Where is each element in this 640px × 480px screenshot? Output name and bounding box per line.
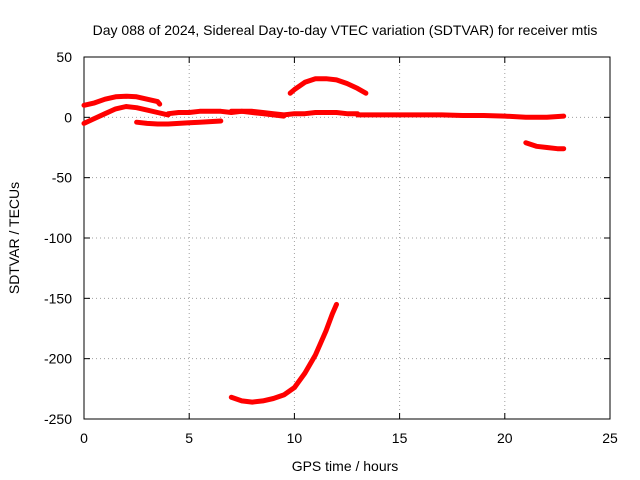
chart-title: Day 088 of 2024, Sidereal Day-to-day VTE… bbox=[93, 22, 598, 38]
series-line-trace-7 bbox=[228, 301, 339, 405]
y-tick-label: 50 bbox=[56, 49, 72, 65]
y-tick-label: -200 bbox=[44, 351, 72, 367]
x-axis-label: GPS time / hours bbox=[292, 458, 399, 474]
series-line-trace-5 bbox=[228, 108, 360, 118]
y-tick-labels: 50 0 -50 -100 -150 -200 -250 bbox=[44, 49, 72, 427]
x-tick-labels: 0 5 10 15 20 25 bbox=[80, 430, 618, 446]
axis-ticks bbox=[83, 56, 611, 420]
x-tick-label: 20 bbox=[497, 430, 513, 446]
y-tick-label: -50 bbox=[52, 170, 72, 186]
series-line-trace-6 bbox=[287, 76, 369, 96]
x-tick-label: 15 bbox=[392, 430, 408, 446]
series-line-trace-8 bbox=[355, 112, 567, 120]
x-tick-label: 5 bbox=[185, 430, 193, 446]
y-axis-label: SDTVAR / TECUs bbox=[6, 182, 22, 294]
x-tick-label: 25 bbox=[602, 430, 618, 446]
y-tick-label: -250 bbox=[44, 411, 72, 427]
series-line-trace-2 bbox=[81, 104, 171, 126]
x-tick-label: 10 bbox=[287, 430, 303, 446]
series-layer bbox=[81, 76, 567, 405]
y-tick-label: -150 bbox=[44, 290, 72, 306]
y-tick-label: 0 bbox=[64, 109, 72, 125]
series-line-trace-1 bbox=[81, 93, 163, 108]
series-line-trace-3 bbox=[134, 118, 224, 127]
x-tick-label: 0 bbox=[80, 430, 88, 446]
y-tick-label: -100 bbox=[44, 230, 72, 246]
series-line-trace-9 bbox=[523, 140, 567, 152]
